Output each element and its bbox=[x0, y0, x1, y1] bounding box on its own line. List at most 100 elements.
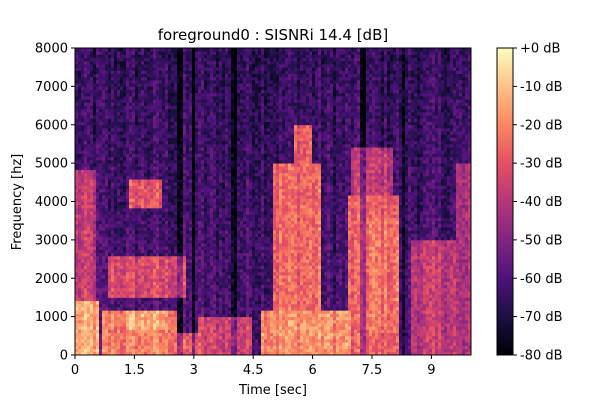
heatmap-cell bbox=[192, 108, 196, 113]
heatmap-cell bbox=[117, 227, 121, 231]
heatmap-cell bbox=[75, 163, 79, 167]
heatmap-cell bbox=[159, 220, 163, 225]
heatmap-cell bbox=[183, 351, 187, 356]
heatmap-cell bbox=[150, 345, 154, 350]
heatmap-cell bbox=[192, 303, 196, 308]
heatmap-cell bbox=[90, 287, 94, 292]
heatmap-cell bbox=[117, 252, 121, 257]
heatmap-cell bbox=[120, 137, 124, 142]
heatmap-cell bbox=[132, 131, 136, 135]
heatmap-cell bbox=[132, 342, 136, 346]
heatmap-cell bbox=[102, 73, 106, 78]
heatmap-cell bbox=[105, 70, 109, 74]
heatmap-cell bbox=[87, 207, 91, 212]
heatmap-cell bbox=[225, 191, 229, 196]
heatmap-cell bbox=[150, 54, 154, 58]
heatmap-cell bbox=[183, 271, 187, 276]
heatmap-cell bbox=[108, 335, 112, 340]
heatmap-cell bbox=[120, 140, 124, 145]
heatmap-cell bbox=[102, 76, 106, 81]
heatmap-cell bbox=[228, 127, 232, 132]
heatmap-cell bbox=[117, 201, 121, 206]
heatmap-cell bbox=[105, 332, 109, 337]
heatmap-cell bbox=[111, 220, 115, 225]
heatmap-cell bbox=[189, 262, 193, 266]
heatmap-cell bbox=[192, 102, 196, 106]
heatmap-cell bbox=[213, 73, 217, 78]
heatmap-cell bbox=[123, 73, 127, 78]
heatmap-cell bbox=[198, 159, 202, 164]
heatmap-cell bbox=[93, 140, 97, 145]
heatmap-cell bbox=[93, 131, 97, 135]
heatmap-cell bbox=[204, 220, 208, 225]
heatmap-cell bbox=[99, 115, 103, 119]
heatmap-cell bbox=[96, 332, 100, 337]
heatmap-cell bbox=[120, 204, 124, 209]
heatmap-cell bbox=[114, 163, 118, 167]
heatmap-cell bbox=[210, 121, 214, 126]
heatmap-cell bbox=[228, 102, 232, 106]
heatmap-cell bbox=[216, 60, 220, 65]
heatmap-cell bbox=[81, 294, 85, 298]
heatmap-cell bbox=[144, 255, 148, 260]
heatmap-cell bbox=[228, 163, 232, 167]
heatmap-cell bbox=[192, 54, 196, 58]
heatmap-cell bbox=[156, 252, 160, 257]
heatmap-cell bbox=[216, 124, 220, 129]
heatmap-cell bbox=[141, 48, 145, 52]
heatmap-cell bbox=[174, 351, 178, 356]
heatmap-cell bbox=[132, 172, 136, 177]
heatmap-cell bbox=[216, 243, 220, 247]
heatmap-cell bbox=[87, 134, 91, 138]
heatmap-cell bbox=[111, 252, 115, 257]
heatmap-cell bbox=[114, 51, 118, 55]
heatmap-cell bbox=[138, 211, 142, 215]
heatmap-cell bbox=[219, 147, 223, 151]
heatmap-cell bbox=[195, 108, 199, 113]
heatmap-cell bbox=[150, 351, 154, 356]
heatmap-cell bbox=[192, 147, 196, 151]
heatmap-cell bbox=[105, 310, 109, 314]
heatmap-cell bbox=[123, 147, 127, 151]
heatmap-cell bbox=[153, 239, 157, 244]
heatmap-cell bbox=[147, 111, 151, 116]
heatmap-cell bbox=[168, 143, 172, 148]
heatmap-cell bbox=[147, 284, 151, 289]
heatmap-cell bbox=[156, 63, 160, 68]
heatmap-cell bbox=[129, 182, 133, 186]
heatmap-cell bbox=[168, 265, 172, 270]
heatmap-cell bbox=[96, 214, 100, 218]
heatmap-cell bbox=[90, 217, 94, 222]
heatmap-cell bbox=[192, 172, 196, 177]
heatmap-cell bbox=[210, 134, 214, 138]
heatmap-cell bbox=[114, 83, 118, 87]
heatmap-cell bbox=[201, 265, 205, 270]
heatmap-cell bbox=[114, 300, 118, 305]
heatmap-cell bbox=[171, 204, 175, 209]
heatmap-cell bbox=[156, 195, 160, 199]
heatmap-cell bbox=[93, 48, 97, 52]
heatmap-cell bbox=[228, 204, 232, 209]
heatmap-cell bbox=[135, 156, 139, 161]
heatmap-cell bbox=[186, 284, 190, 289]
heatmap-cell bbox=[129, 259, 133, 263]
heatmap-cell bbox=[228, 239, 232, 244]
heatmap-cell bbox=[78, 73, 82, 78]
heatmap-cell bbox=[87, 307, 91, 311]
heatmap-cell bbox=[159, 185, 163, 190]
heatmap-cell bbox=[144, 207, 148, 212]
heatmap-cell bbox=[75, 60, 79, 65]
heatmap-cell bbox=[141, 92, 145, 97]
heatmap-cell bbox=[108, 294, 112, 298]
heatmap-cell bbox=[147, 339, 151, 343]
heatmap-cell bbox=[120, 300, 124, 305]
heatmap-cell bbox=[105, 105, 109, 110]
heatmap-cell bbox=[222, 271, 226, 276]
heatmap-cell bbox=[90, 204, 94, 209]
heatmap-cell bbox=[171, 217, 175, 222]
heatmap-cell bbox=[87, 121, 91, 126]
heatmap-cell bbox=[141, 319, 145, 324]
heatmap-cell bbox=[96, 220, 100, 225]
heatmap-cell bbox=[90, 262, 94, 266]
heatmap-cell bbox=[78, 172, 82, 177]
